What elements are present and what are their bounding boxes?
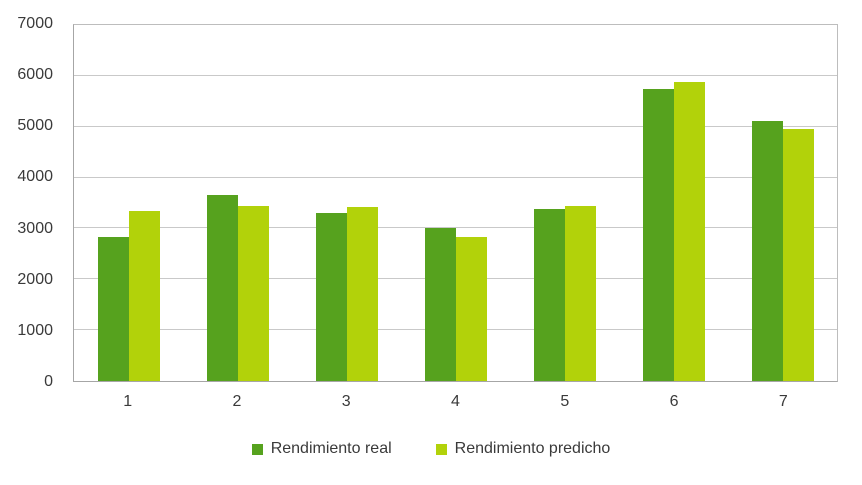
bar-rendimiento-predicho-1 (128, 210, 160, 381)
y-tick-label-1000: 1000 (17, 321, 53, 339)
gridline-6000 (74, 74, 837, 76)
gridline-4000 (74, 176, 837, 178)
bar-rendimiento-real-3 (315, 213, 347, 381)
gridline-5000 (74, 125, 837, 127)
bar-group-4 (401, 25, 510, 381)
legend-label: Rendimiento predicho (454, 440, 611, 457)
bar-group-1 (74, 25, 183, 381)
x-tick-label-6: 6 (669, 393, 679, 410)
bar-group-5 (510, 25, 619, 381)
bar-group-2 (183, 25, 292, 381)
y-tick-label-7000: 7000 (17, 15, 53, 32)
x-tick-label-7: 7 (778, 393, 788, 410)
bars (74, 25, 837, 381)
bar-rendimiento-predicho-6 (673, 81, 705, 381)
bar-rendimiento-real-4 (424, 228, 456, 381)
x-tick-label-5: 5 (560, 393, 570, 410)
x-tick-label-3: 3 (341, 393, 351, 410)
y-tick-label-5000: 5000 (17, 117, 53, 135)
legend-swatch-icon (251, 443, 263, 455)
legend: Rendimiento real Rendimiento predicho (0, 440, 862, 458)
legend-item-rendimiento-predicho: Rendimiento predicho (435, 440, 611, 458)
bar-rendimiento-predicho-7 (782, 129, 814, 381)
x-tick-label-2: 2 (232, 393, 242, 410)
bar-group-7 (728, 25, 837, 381)
legend-label: Rendimiento real (270, 440, 392, 457)
x-axis: 1 2 3 4 5 6 7 (73, 393, 838, 411)
bar-rendimiento-real-5 (533, 208, 565, 381)
legend-swatch-icon (435, 443, 447, 455)
bar-group-3 (292, 25, 401, 381)
plot-area (73, 24, 838, 382)
legend-item-rendimiento-real: Rendimiento real (251, 440, 392, 458)
bar-rendimiento-real-7 (751, 120, 783, 381)
y-tick-label-2000: 2000 (17, 270, 53, 288)
bar-rendimiento-real-2 (206, 195, 238, 381)
bar-rendimiento-predicho-4 (455, 236, 487, 381)
bar-rendimiento-predicho-3 (346, 206, 378, 381)
bar-group-6 (619, 25, 728, 381)
gridline-3000 (74, 227, 837, 229)
y-tick-label-3000: 3000 (17, 219, 53, 237)
y-tick-label-6000: 6000 (17, 66, 53, 84)
x-tick-label-4: 4 (451, 393, 460, 410)
y-tick-label-0: 0 (44, 373, 53, 390)
bar-rendimiento-predicho-5 (564, 205, 596, 381)
y-axis: 0 1000 2000 3000 4000 5000 6000 7000 (0, 15, 53, 390)
bar-rendimiento-real-1 (97, 237, 129, 381)
x-tick-label-1: 1 (123, 393, 133, 410)
y-tick-label-4000: 4000 (17, 168, 53, 186)
bar-rendimiento-predicho-2 (237, 205, 269, 381)
bar-rendimiento-real-6 (642, 88, 674, 381)
